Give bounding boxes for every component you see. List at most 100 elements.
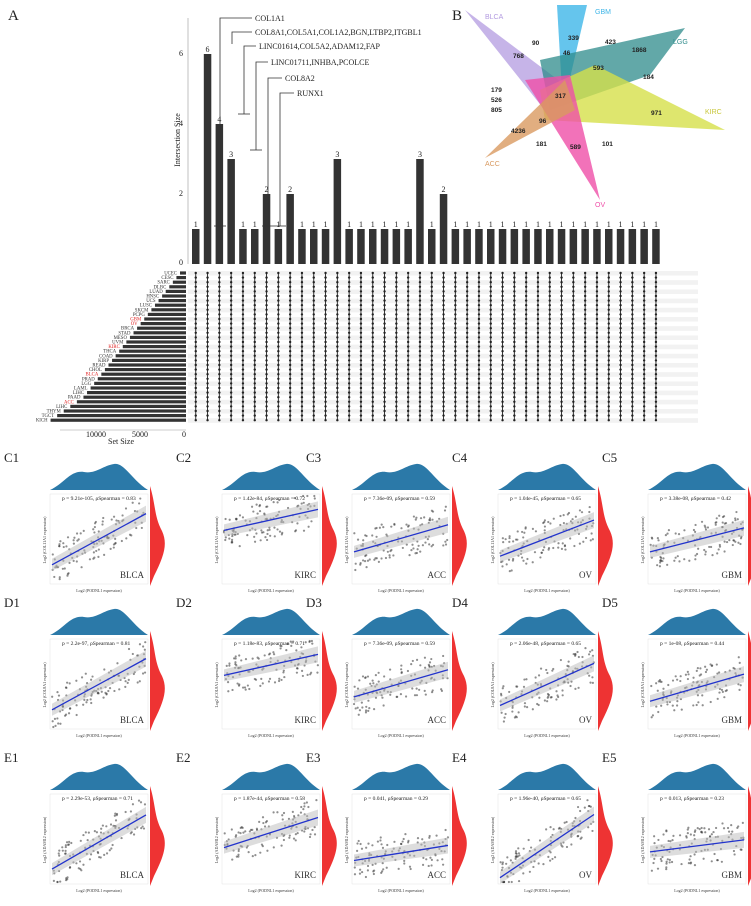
scatter-point [141,672,145,675]
matrix-dot [524,400,528,403]
scatter-point [721,521,724,524]
venn-label-kirc: KIRC [705,109,722,116]
scatter-point [732,666,735,670]
scatter-point [588,510,591,514]
matrix-dot [454,363,457,367]
matrix-dot [595,345,599,348]
matrix-dot [229,396,233,399]
matrix-dot [324,276,327,279]
set-names: UCECCESCSARCDLBCLUADHNSCUCSLUSCSKCMPCPGG… [36,272,177,424]
matrix-dot [536,386,540,390]
matrix-dot [560,354,563,357]
scatter-point [378,526,381,529]
matrix-dot [288,331,292,334]
matrix-dot [430,419,433,422]
scatter-cancer-label: GBM [721,870,742,880]
scatter-point [716,672,719,675]
matrix-dot [371,340,374,344]
matrix-dot [218,299,221,302]
set-size-bar [101,372,186,376]
matrix-dot [253,317,256,321]
scatter-point [251,657,254,660]
scatter-point [253,540,257,543]
set-size-bar [70,404,186,408]
matrix-dot [619,331,622,334]
matrix-dot [654,391,658,394]
scatter-point [73,536,76,539]
scatter-point [422,856,425,859]
scatter-point [92,551,95,554]
scatter-point [404,833,407,836]
scatter-panel-c1: C1 p = 9.21e-105, ρSpearman = 0.83 BLCA Log… [4,450,165,595]
scatter-point [101,824,104,827]
scatter-point [543,546,546,549]
matrix-dot [277,382,280,385]
scatter-point [235,518,238,521]
matrix-dot [595,308,599,311]
matrix-dot [359,354,363,357]
matrix-dot [253,271,256,275]
intersection-bars [192,54,660,264]
matrix-dot [430,345,433,348]
intersection-bar [463,229,471,264]
matrix-dot [383,354,386,357]
confidence-band [224,646,318,682]
scatter-point [574,816,577,820]
matrix-dot [265,322,268,325]
scatter-point [244,658,248,661]
scatter-point [233,657,236,660]
matrix-dot [277,350,280,353]
matrix-dot [642,294,646,298]
matrix-dot [560,396,563,399]
scatter-point [266,538,269,542]
matrix-dot [288,386,292,390]
scatter-point [239,832,242,835]
scatter-point [709,663,712,666]
matrix-dot [513,345,516,348]
matrix-dot [371,294,374,298]
top-density [498,463,596,490]
matrix-dot [501,322,504,325]
scatter-panel-c5: C5 p = 3.38e-08, ρSpearman = 0.42 GBM Log2 … [602,450,751,595]
scatter-point [64,849,67,852]
matrix-dot [536,354,540,357]
set-size-bar [176,276,186,280]
matrix-dot [607,382,610,385]
matrix-dot [536,294,540,298]
matrix-dot [418,419,422,422]
matrix-dot [241,363,245,367]
matrix-dot [395,391,398,394]
scatter-cancer-label: ACC [427,715,446,725]
scatter-point [141,825,144,828]
matrix-dot [442,313,445,316]
scatter-point [267,653,271,656]
intersection-bar-label: 2 [265,185,269,194]
set-size-bar [154,303,186,307]
matrix-dot [465,281,469,284]
scatter-point [582,540,585,543]
set-name: UVM [112,341,124,346]
matrix-dot [465,350,469,353]
matrix-dot [347,336,351,339]
matrix-dot [288,317,292,321]
scatter-point [700,831,703,834]
intersection-bar-label: 1 [430,220,434,229]
matrix-dot [194,285,197,288]
scatter-point [506,856,509,859]
scatter-point [365,534,368,538]
matrix-dot [583,290,587,293]
scatter-point [571,518,574,521]
scatter-point [429,856,432,859]
scatter-point [671,679,675,682]
scatter-point [224,536,227,539]
matrix-dot [418,340,422,344]
scatter-point [709,545,713,549]
matrix-dot [300,276,304,279]
matrix-dot [489,377,492,380]
scatter-point [363,560,367,563]
matrix-dot [642,271,646,275]
scatter-point [555,698,558,701]
intersection-bar [262,194,271,264]
matrix-dot [454,271,457,275]
annotation-runx1: RUNX1 [297,89,324,98]
